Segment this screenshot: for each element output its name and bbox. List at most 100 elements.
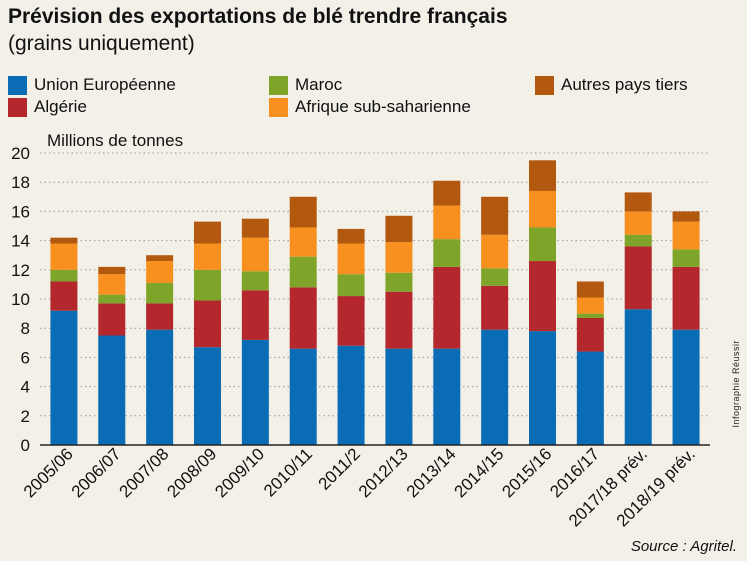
legend-swatch-autres-pays-tiers <box>535 75 554 95</box>
legend-swatch-maroc <box>269 75 288 95</box>
bar-segment-afrique-sub-saharienne <box>289 227 317 257</box>
legend-label-maroc: Maroc <box>295 75 343 94</box>
bar-segment-afrique-sub-saharienne <box>98 274 126 295</box>
bar-segment-algerie <box>529 261 556 332</box>
bar-segment-autres-pays-tiers <box>624 192 652 212</box>
x-tick-label: 2012/13 <box>355 444 412 501</box>
infographic-credit: Infographie Réussir <box>731 340 741 428</box>
bar-segment-maroc <box>529 227 556 262</box>
y-tick-label: 14 <box>11 232 30 251</box>
bar-segment-afrique-sub-saharienne <box>529 190 556 228</box>
bar-segment-maroc <box>385 272 413 292</box>
legend-swatch-union-europeenne <box>8 75 27 95</box>
bar-segment-union-europeenne <box>241 339 269 445</box>
bar-segment-autres-pays-tiers <box>241 218 269 238</box>
bar-stack <box>624 192 652 445</box>
bar-segment-afrique-sub-saharienne <box>672 221 700 250</box>
legend-label-afrique-sub-saharienne: Afrique sub-saharienne <box>295 97 471 116</box>
y-tick-label: 18 <box>11 173 30 192</box>
bar-segment-afrique-sub-saharienne <box>50 243 78 270</box>
bar-segment-algerie <box>98 303 126 336</box>
bar-stack <box>289 196 317 445</box>
bar-segment-union-europeenne <box>289 348 317 445</box>
bar-segment-maroc <box>146 282 174 304</box>
bar-segment-maroc <box>98 294 126 304</box>
bar-segment-autres-pays-tiers <box>289 196 317 228</box>
y-tick-label: 2 <box>21 407 30 426</box>
bar-segment-union-europeenne <box>50 310 78 445</box>
bar-segment-union-europeenne <box>337 345 365 445</box>
bar-segment-autres-pays-tiers <box>433 180 461 206</box>
y-tick-label: 20 <box>11 144 30 163</box>
bar-segment-algerie <box>241 290 269 340</box>
bar-segment-algerie <box>337 296 365 346</box>
bar-segment-union-europeenne <box>672 329 700 445</box>
bar-segment-union-europeenne <box>433 348 461 445</box>
legend-label-algerie: Algérie <box>34 97 87 116</box>
bar-segment-maroc <box>481 268 509 286</box>
x-tick-labels: 2005/062006/072007/082008/092009/102010/… <box>20 444 699 530</box>
bar-segment-maroc <box>194 269 221 301</box>
y-tick-label: 16 <box>11 202 30 221</box>
bar-segment-maroc <box>337 274 365 297</box>
x-tick-label: 2015/16 <box>498 444 555 501</box>
bar-segment-algerie <box>385 291 413 349</box>
bar-segment-autres-pays-tiers <box>672 211 700 222</box>
bar-segment-algerie <box>289 287 317 349</box>
bar-segment-algerie <box>194 300 221 348</box>
bar-segment-afrique-sub-saharienne <box>385 242 413 273</box>
bar-segment-algerie <box>50 281 78 311</box>
x-tick-label: 2008/09 <box>163 444 220 501</box>
bar-segment-algerie <box>576 317 604 352</box>
bar-segment-autres-pays-tiers <box>481 196 509 235</box>
x-tick-label: 2007/08 <box>116 444 173 501</box>
bar-stack <box>672 211 700 445</box>
bar-stack <box>385 215 413 445</box>
bar-segment-autres-pays-tiers <box>194 221 221 244</box>
y-tick-label: 6 <box>21 348 30 367</box>
chart-title: Prévision des exportations de blé trendr… <box>8 5 508 28</box>
legend-item-afrique-sub-saharienne: Afrique sub-saharienne <box>269 97 471 117</box>
bars <box>50 160 700 445</box>
y-tick-label: 12 <box>11 261 30 280</box>
bar-segment-afrique-sub-saharienne <box>576 297 604 314</box>
bar-segment-maroc <box>289 256 317 288</box>
bar-segment-algerie <box>672 266 700 330</box>
bar-stack <box>98 266 126 445</box>
bar-segment-afrique-sub-saharienne <box>194 243 221 270</box>
bar-stack <box>481 196 509 445</box>
bar-segment-autres-pays-tiers <box>529 160 556 191</box>
legend-item-maroc: Maroc <box>269 75 342 95</box>
bar-segment-autres-pays-tiers <box>50 237 78 244</box>
legend-item-union-europeenne: Union Européenne <box>8 75 176 95</box>
y-tick-label: 4 <box>21 378 30 397</box>
legend-swatch-algerie <box>8 97 27 117</box>
bar-segment-afrique-sub-saharienne <box>481 234 509 269</box>
y-tick-label: 0 <box>21 436 30 455</box>
y-tick-label: 10 <box>11 290 30 309</box>
bar-segment-algerie <box>433 266 461 349</box>
bar-stack <box>337 228 365 445</box>
bar-segment-union-europeenne <box>146 329 174 445</box>
y-tick-labels: 0 2 4 6 8 10 12 14 16 18 20 <box>11 144 30 455</box>
bar-stack <box>529 160 556 445</box>
chart-subtitle: (grains uniquement) <box>8 32 195 55</box>
bar-segment-algerie <box>146 303 174 330</box>
x-tick-label: 2013/14 <box>403 444 460 501</box>
bar-segment-union-europeenne <box>194 347 221 445</box>
bar-segment-union-europeenne <box>576 351 604 445</box>
bar-segment-maroc <box>624 234 652 247</box>
y-axis-label: Millions de tonnes <box>47 131 184 150</box>
y-tick-label: 8 <box>21 319 30 338</box>
bar-segment-autres-pays-tiers <box>98 266 126 275</box>
bar-segment-afrique-sub-saharienne <box>337 243 365 275</box>
source-note: Source : Agritel. <box>630 538 737 555</box>
bar-segment-autres-pays-tiers <box>385 215 413 243</box>
bar-segment-autres-pays-tiers <box>337 228 365 244</box>
bar-stack <box>576 281 604 445</box>
bar-stack <box>194 221 221 445</box>
bar-stack <box>50 237 78 445</box>
bar-segment-maroc <box>576 313 604 318</box>
legend-item-algerie: Algérie <box>8 97 87 117</box>
